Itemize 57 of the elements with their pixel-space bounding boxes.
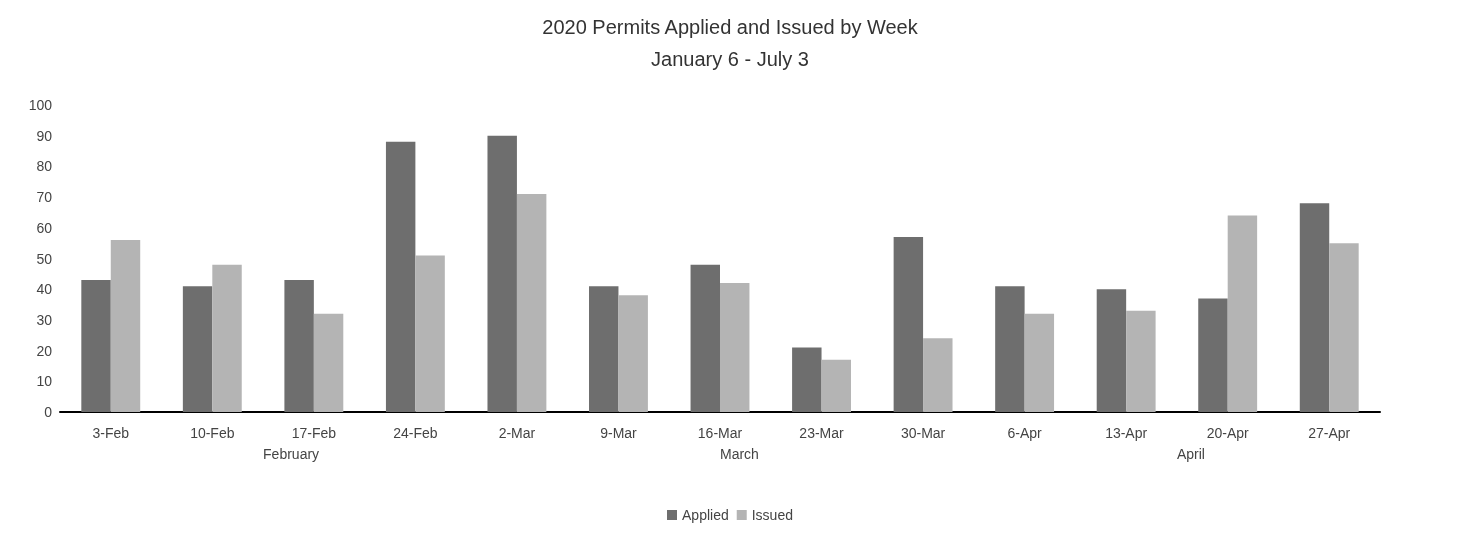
x-tick-label: 13-Apr: [1105, 425, 1148, 441]
bar: [1096, 289, 1127, 412]
bar: [385, 141, 416, 412]
bar: [893, 237, 924, 412]
bar: [313, 313, 344, 412]
bar: [516, 194, 547, 412]
text: February: [263, 446, 320, 462]
bar: [415, 255, 445, 412]
bar: [1126, 310, 1156, 412]
x-tick-label: 23-Mar: [799, 425, 845, 441]
bar: [792, 347, 822, 412]
bar: [589, 286, 619, 412]
x-tick-label: 2-Mar: [498, 425, 536, 441]
x-tick-label: 27-Apr: [1308, 425, 1351, 441]
x-tick-label: 16-Mar: [697, 425, 743, 441]
bar: [821, 359, 851, 412]
y-tick-label: 70: [36, 189, 53, 206]
x-tick-label: 17-Feb: [291, 425, 337, 441]
x-tick-label: 10-Feb: [190, 425, 235, 441]
y-tick-label: 10: [36, 373, 53, 390]
bar: [1227, 215, 1258, 412]
bar: [487, 135, 517, 412]
x-tick-label: 20-Apr: [1206, 425, 1250, 441]
x-tick-label: 24-Feb: [393, 425, 438, 441]
x-tick-label: 3-Feb: [92, 425, 130, 441]
bar: [1299, 203, 1330, 412]
y-tick-label: 50: [36, 250, 53, 267]
bar: [618, 295, 648, 412]
chart-subtitle: January 6 - July 3: [651, 48, 809, 70]
y-tick-label: 40: [36, 281, 53, 298]
x-tick-label: 9-Mar: [600, 425, 638, 441]
bar: [110, 240, 141, 412]
bar: [182, 286, 213, 412]
bar: [81, 279, 111, 412]
y-tick-label: 60: [36, 219, 53, 236]
bar: [923, 338, 953, 412]
x-tick-label: 30-Mar: [900, 425, 946, 441]
text: March: [720, 446, 759, 462]
y-tick-label: 0: [44, 404, 53, 420]
bar: [1329, 243, 1359, 412]
x-tick-label: 6-Apr: [1007, 425, 1043, 441]
bar: [1198, 298, 1228, 412]
bar: [1024, 313, 1055, 412]
bar: [995, 286, 1025, 412]
y-tick-label: 30: [36, 311, 53, 328]
bar: [284, 279, 314, 412]
bar: [720, 283, 750, 412]
chart-title: 2020 Permits Applied and Issued by Week: [542, 16, 919, 38]
text: April: [1176, 446, 1205, 462]
y-tick-label: 20: [36, 342, 53, 359]
bar: [212, 264, 242, 412]
y-tick-label: 100: [28, 97, 53, 113]
legend-label: Issued: [751, 507, 793, 523]
legend-label: Applied: [682, 507, 729, 523]
y-tick-label: 90: [36, 127, 53, 144]
bar: [690, 264, 720, 412]
y-tick-label: 80: [36, 158, 53, 175]
